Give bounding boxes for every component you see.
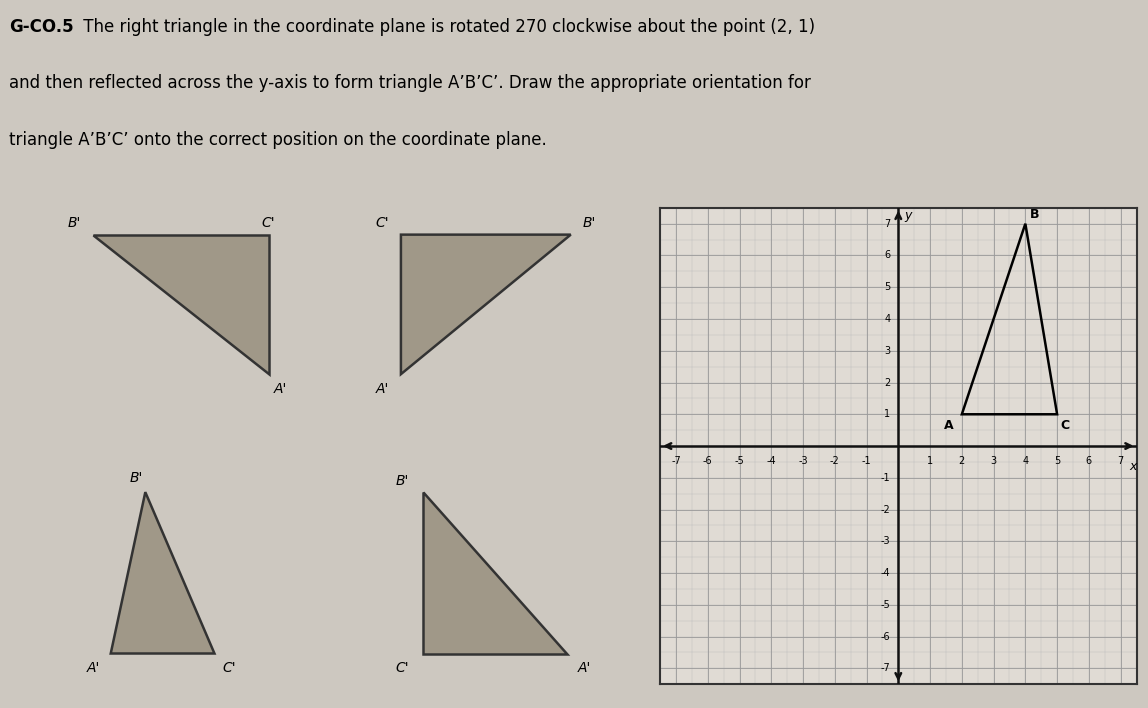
Text: -3: -3 [881,537,891,547]
Text: and then reflected across the y-axis to form triangle A’B’C’. Draw the appropria: and then reflected across the y-axis to … [9,74,810,92]
Text: -1: -1 [881,473,891,483]
Text: C: C [1061,419,1070,432]
Text: B': B' [68,215,82,229]
Text: -6: -6 [703,455,713,466]
Text: A': A' [274,382,287,396]
Text: 7: 7 [1117,455,1124,466]
Text: B': B' [582,215,596,229]
Polygon shape [401,234,571,374]
Text: -4: -4 [767,455,776,466]
Text: -2: -2 [830,455,839,466]
Text: 2: 2 [959,455,965,466]
Text: -7: -7 [881,663,891,673]
Text: B: B [1030,207,1040,220]
Text: 5: 5 [1054,455,1061,466]
Text: -1: -1 [862,455,871,466]
Polygon shape [422,492,567,653]
Text: 6: 6 [884,251,891,261]
Text: G-CO.5: G-CO.5 [9,18,73,35]
Text: C': C' [262,215,276,229]
Text: 3: 3 [991,455,996,466]
Text: A: A [945,419,954,432]
Text: C': C' [375,215,389,229]
Text: 1: 1 [926,455,933,466]
Text: -5: -5 [881,600,891,610]
Text: A': A' [577,661,591,675]
Text: x: x [1130,460,1137,474]
Text: 4: 4 [884,314,891,324]
Text: 2: 2 [884,377,891,387]
Text: -5: -5 [735,455,744,466]
Text: 1: 1 [884,409,891,419]
Text: A': A' [87,661,100,675]
Text: -3: -3 [798,455,808,466]
Text: B': B' [130,471,144,485]
Text: C': C' [396,661,409,675]
Text: 4: 4 [1022,455,1029,466]
Text: 3: 3 [884,346,891,355]
Text: -4: -4 [881,568,891,578]
Text: 7: 7 [884,219,891,229]
Text: B': B' [396,474,409,488]
Text: 5: 5 [884,282,891,292]
Text: y: y [905,210,912,222]
Text: -6: -6 [881,632,891,641]
Text: triangle A’B’C’ onto the correct position on the coordinate plane.: triangle A’B’C’ onto the correct positio… [9,131,546,149]
Text: C': C' [222,661,235,675]
Text: -2: -2 [881,505,891,515]
Polygon shape [93,234,269,374]
Text: 6: 6 [1086,455,1092,466]
Polygon shape [110,492,215,653]
Text: The right triangle in the coordinate plane is rotated 270 clockwise about the po: The right triangle in the coordinate pla… [78,18,815,35]
Text: -7: -7 [672,455,681,466]
Text: A': A' [377,382,389,396]
